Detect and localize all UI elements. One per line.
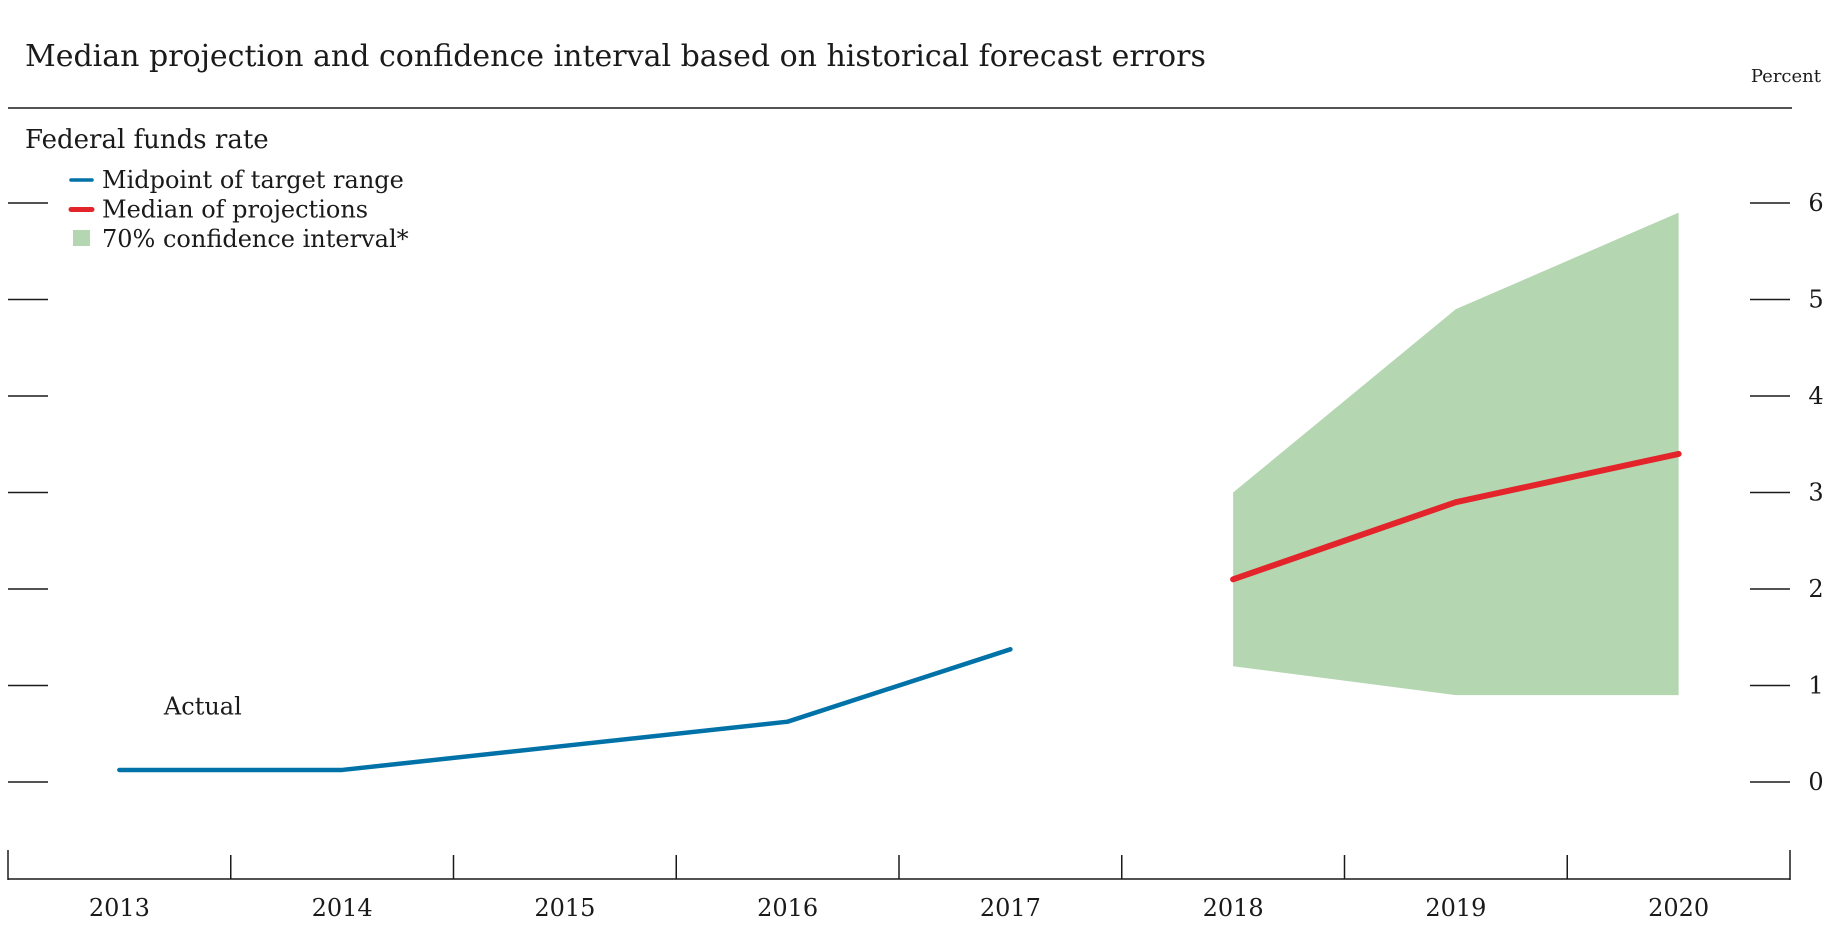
y-tick-label: 1 xyxy=(1808,672,1823,700)
y-tick-label: 0 xyxy=(1808,768,1823,796)
confidence-bands xyxy=(1233,212,1679,696)
confidence-interval-band xyxy=(1233,212,1679,696)
annotations: Actual xyxy=(163,692,242,720)
left-y-ticks xyxy=(8,202,48,783)
y-axis-unit-label: Percent xyxy=(1751,66,1822,87)
y-tick-label: 5 xyxy=(1808,286,1823,314)
annotation-label: Actual xyxy=(163,692,242,720)
legend-label: 70% confidence interval* xyxy=(102,225,409,253)
x-tick-label: 2016 xyxy=(757,894,818,922)
x-ticks xyxy=(230,855,1568,879)
x-tick-label: 2017 xyxy=(980,894,1041,922)
midpoint-target-range-line xyxy=(117,647,1013,773)
legend-swatch-box xyxy=(73,230,90,246)
right-y-ticks xyxy=(1750,202,1790,783)
x-tick-label: 2020 xyxy=(1648,894,1709,922)
x-tick-label: 2013 xyxy=(89,894,150,922)
y-tick-label: 4 xyxy=(1808,382,1823,410)
x-tick-label: 2018 xyxy=(1203,894,1264,922)
y-tick-label: 3 xyxy=(1808,479,1823,507)
right-y-tick-labels: 0 1 2 3 4 5 6 xyxy=(1808,189,1823,796)
median-projections-line xyxy=(1230,450,1682,583)
chart-subtitle: Federal funds rate xyxy=(25,125,269,155)
y-tick-label: 2 xyxy=(1808,575,1823,603)
x-tick-label: 2015 xyxy=(534,894,595,922)
chart-title: Median projection and confidence interva… xyxy=(25,39,1206,74)
legend-label: Midpoint of target range xyxy=(102,166,404,194)
y-tick-label: 6 xyxy=(1808,189,1823,217)
legend-label: Median of projections xyxy=(102,196,368,224)
x-tick-labels: 2013 2014 2015 2016 2017 2018 2019 2020 xyxy=(89,894,1709,922)
x-tick-label: 2014 xyxy=(312,894,373,922)
x-tick-label: 2019 xyxy=(1425,894,1486,922)
series-lines xyxy=(117,450,1682,773)
